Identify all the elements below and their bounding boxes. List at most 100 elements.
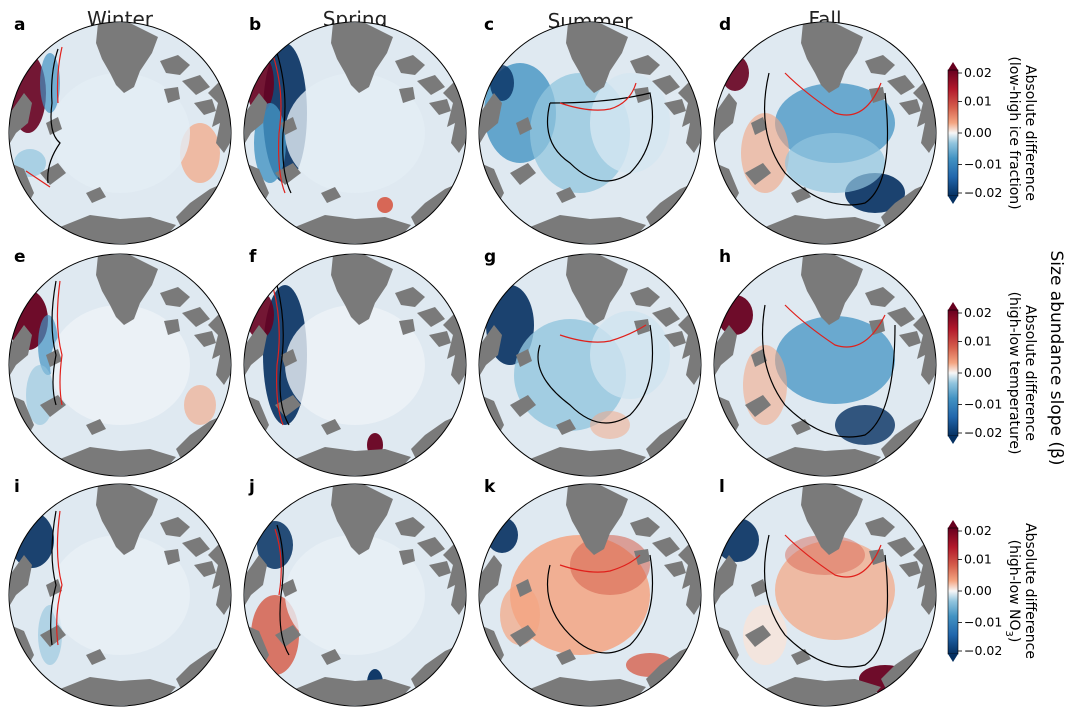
colorbar-tick-label: 0.00 <box>964 583 992 598</box>
anomaly-patch <box>775 316 895 404</box>
contour-red <box>784 534 882 578</box>
colorbar-label-line2: (low-high ice fraction) <box>1006 56 1022 209</box>
contour-red <box>559 554 641 573</box>
anomaly-patch <box>785 133 885 193</box>
map-border <box>478 483 702 707</box>
contour-red <box>784 304 886 348</box>
map-panels: a b c d e f g h i j k l <box>8 15 937 707</box>
colorbar-gradient <box>947 527 959 655</box>
anomaly-patch <box>590 73 670 173</box>
anomaly-patch <box>180 123 220 183</box>
map-panel-a: a <box>8 15 232 245</box>
anomaly-patch <box>50 73 190 193</box>
colorbar-ice: 0.02 0.01 0.00 −0.01 −0.02 Absolute differen… <box>947 56 1038 210</box>
contour-red <box>272 54 286 194</box>
contour-red <box>25 170 51 188</box>
anomaly-patch <box>40 53 60 113</box>
colorbar-tick-label: 0.00 <box>964 365 992 380</box>
anomaly-patch <box>590 311 670 399</box>
panel-label-d: d <box>719 15 731 35</box>
map-panel-b: b <box>243 15 467 245</box>
colorbar-label-line1: Absolute difference <box>1022 65 1038 201</box>
panel-label-k: k <box>484 477 496 497</box>
contour-red <box>56 46 63 104</box>
colorbar-gradient <box>947 309 959 437</box>
colorbar-tick-label: 0.00 <box>964 125 992 140</box>
map-panel-k: k <box>478 477 702 707</box>
map-border <box>478 21 702 245</box>
anomaly-patch <box>184 385 216 425</box>
map-border <box>8 253 232 477</box>
panel-label-l: l <box>719 477 725 497</box>
colorbar-label-line1: Absolute difference <box>1022 305 1038 441</box>
contour-red <box>56 510 63 646</box>
map-border <box>478 253 702 477</box>
colorbar-temperature: 0.02 0.01 0.00 −0.01 −0.02 Absolute differen… <box>947 292 1038 455</box>
colorbar-tick-label: 0.01 <box>964 94 992 109</box>
map-panel-i: i <box>8 477 232 707</box>
colorbar-gradient <box>947 69 959 197</box>
map-border <box>243 21 467 245</box>
colorbar-label-line2-text: (high-low NO <box>1006 540 1022 631</box>
panel-label-f: f <box>249 247 257 267</box>
anomaly-patch <box>721 55 749 91</box>
anomaly-patch <box>775 540 895 640</box>
panel-label-h: h <box>719 247 731 267</box>
panel-label-e: e <box>14 247 26 267</box>
map-panel-c: c <box>478 15 702 245</box>
map-panel-j: j <box>243 477 467 707</box>
map-panel-e: e <box>8 247 232 477</box>
anomaly-patch <box>50 535 190 655</box>
anomaly-patch <box>377 197 393 213</box>
contour-black <box>764 534 889 668</box>
anomaly-patch <box>285 305 425 425</box>
colorbar-no3: 0.02 0.01 0.00 −0.01 −0.02 Absolute differen… <box>947 520 1038 662</box>
anomaly-patch <box>10 512 54 568</box>
contour-black <box>764 72 889 206</box>
no3-subscript: 3 <box>1003 631 1014 637</box>
contour-red <box>56 280 63 406</box>
colorbar-tick-label: −0.02 <box>964 425 1002 440</box>
colorbar-tick-label: −0.01 <box>964 615 1002 630</box>
anomaly-patch <box>257 521 293 569</box>
contour-red <box>784 72 882 116</box>
anomaly-patch <box>285 73 425 193</box>
colorbar-tick-label: 0.02 <box>964 65 992 80</box>
contour-black <box>276 284 290 426</box>
anomaly-patch <box>590 411 630 439</box>
panel-label-b: b <box>249 15 261 35</box>
panel-label-i: i <box>14 477 20 497</box>
map-border <box>713 483 937 707</box>
contour-black <box>546 554 653 654</box>
colorbar-tick-label: 0.02 <box>964 523 992 538</box>
side-title: Size abundance slope (β) <box>1046 251 1066 466</box>
colorbar-tick-label: −0.01 <box>964 397 1002 412</box>
contour-black <box>51 280 57 406</box>
panel-label-g: g <box>484 247 496 267</box>
contour-red <box>272 286 284 426</box>
map-border <box>713 253 937 477</box>
colorbar-label-line2: (high-low temperature) <box>1006 292 1022 455</box>
colorbar-label-line2: (high-low NO3) <box>1003 540 1022 643</box>
map-panel-d: d <box>713 15 937 245</box>
panel-label-c: c <box>484 15 494 35</box>
contour-red <box>559 324 647 343</box>
colorbar-tick-label: 0.02 <box>964 305 992 320</box>
contour-black <box>50 510 57 646</box>
map-border <box>8 21 232 245</box>
map-panel-h: h <box>713 247 937 477</box>
map-panel-f: f <box>243 247 467 477</box>
map-border <box>713 21 937 245</box>
colorbar-label-line1: Absolute difference <box>1022 523 1038 659</box>
colorbar-tick-label: −0.01 <box>964 157 1002 172</box>
map-border <box>243 253 467 477</box>
panel-label-a: a <box>14 15 25 35</box>
map-border <box>243 483 467 707</box>
map-panel-g: g <box>478 247 702 477</box>
contour-red <box>274 528 282 596</box>
colorbar-tick-label: −0.02 <box>964 185 1002 200</box>
map-panel-l: l <box>713 477 937 707</box>
contour-black <box>276 52 292 194</box>
colorbar-tick-label: 0.01 <box>964 552 992 567</box>
